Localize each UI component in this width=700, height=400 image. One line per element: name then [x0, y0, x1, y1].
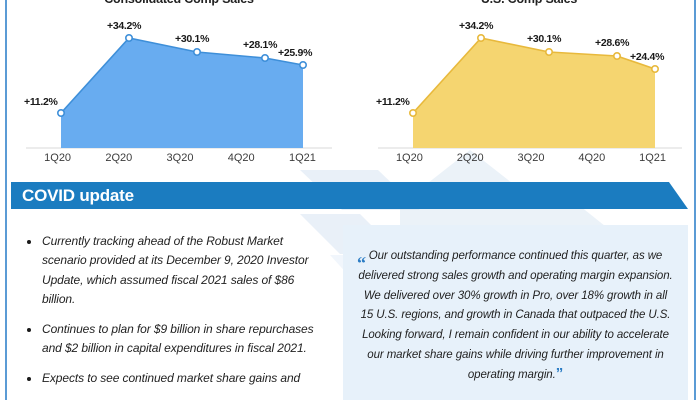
- chart-us-comp-sales: U.S. Comp Sales +11.2% +34.2% +30.1% +28…: [368, 0, 690, 172]
- data-label-1q21: +25.9%: [278, 47, 313, 59]
- quote-open-mark: “: [357, 253, 366, 273]
- executive-quote-card: “ Our outstanding performance continued …: [343, 225, 688, 400]
- x-tick: 4Q20: [227, 152, 255, 164]
- x-tick: 2Q20: [456, 152, 484, 164]
- list-item: Currently tracking ahead of the Robust M…: [20, 232, 320, 310]
- x-tick: 1Q21: [288, 152, 316, 164]
- x-tick: 2Q20: [105, 152, 133, 164]
- data-label-1q20: +11.2%: [24, 96, 58, 108]
- quote-body: Our outstanding performance continued th…: [358, 250, 673, 381]
- covid-bullet-list: Currently tracking ahead of the Robust M…: [20, 232, 320, 398]
- x-tick: 4Q20: [578, 152, 606, 164]
- data-label-3q20: +30.1%: [527, 33, 562, 45]
- data-label-4q20: +28.6%: [595, 37, 630, 49]
- x-axis-labels-consolidated: 1Q20 2Q20 3Q20 4Q20 1Q21: [27, 152, 333, 164]
- list-item: Expects to see continued market share ga…: [20, 369, 320, 388]
- x-axis-labels-us: 1Q20 2Q20 3Q20 4Q20 1Q21: [379, 152, 683, 164]
- x-tick: 3Q20: [166, 152, 194, 164]
- data-label-2q20: +34.2%: [459, 20, 494, 32]
- data-label-1q21: +24.4%: [630, 51, 665, 63]
- data-label-3q20: +30.1%: [175, 33, 210, 45]
- data-label-2q20: +34.2%: [107, 20, 142, 32]
- x-tick: 1Q21: [639, 152, 667, 164]
- quote-close-mark: ”: [555, 364, 564, 382]
- chart-plot-consolidated: [26, 33, 332, 149]
- list-item: Continues to plan for $9 billion in shar…: [20, 320, 320, 359]
- x-tick: 1Q20: [44, 152, 72, 164]
- right-edge-rule: [694, 0, 696, 400]
- data-label-4q20: +28.1%: [243, 39, 278, 51]
- quote-text: Our outstanding performance continued th…: [357, 247, 674, 385]
- banner-band: [8, 182, 688, 209]
- banner-left-cap: [8, 182, 11, 209]
- chart-consolidated-comp-sales: Consolidated Comp Sales +11.2% +34.2% +3…: [14, 0, 344, 172]
- banner-title: COVID update: [22, 185, 134, 205]
- quote-inner: “ Our outstanding performance continued …: [357, 247, 674, 385]
- data-label-1q20: +11.2%: [376, 96, 410, 108]
- x-tick: 1Q20: [395, 152, 423, 164]
- covid-update-banner: COVID update: [8, 182, 688, 209]
- left-edge-rule: [5, 0, 7, 400]
- chart-title-us: U.S. Comp Sales: [368, 0, 690, 6]
- chart-plot-us: [378, 33, 682, 149]
- x-tick: 3Q20: [517, 152, 545, 164]
- chart-title-consolidated: Consolidated Comp Sales: [14, 0, 344, 6]
